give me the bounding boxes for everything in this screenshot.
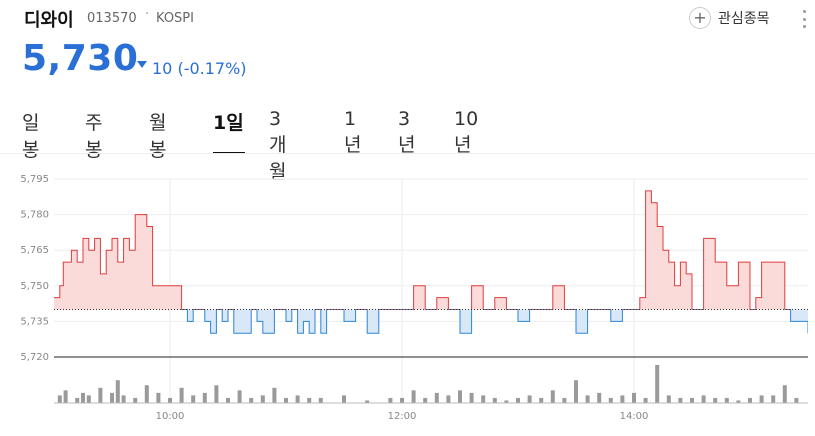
volume-bar <box>388 397 393 403</box>
volume-bar <box>597 392 602 403</box>
volume-bar <box>492 397 497 403</box>
current-price: 5,730 <box>22 38 139 79</box>
add-favorite-button[interactable]: + 관심종목 <box>689 6 770 30</box>
volume-bar <box>295 395 300 403</box>
volume-bar <box>701 395 706 403</box>
volume-bar <box>481 395 486 403</box>
volume-bar <box>133 397 138 403</box>
volume-bar <box>655 365 660 403</box>
volume-bar <box>121 395 126 403</box>
y-tick-label: 5,735 <box>20 316 49 327</box>
tab-10year[interactable]: 10년 <box>454 108 479 156</box>
volume-bar <box>527 395 532 403</box>
volume-bar <box>179 387 184 403</box>
volume-bar <box>115 380 120 403</box>
y-tick-label: 5,720 <box>20 352 49 363</box>
volume-bar <box>57 395 62 403</box>
volume-bar <box>202 392 207 403</box>
y-tick-label: 5,780 <box>20 210 49 221</box>
up-price-line <box>54 190 792 310</box>
volume-bar <box>284 397 288 403</box>
volume-bar <box>156 392 161 403</box>
stock-code: 013570 <box>87 11 137 26</box>
tab-1day[interactable]: 1일 <box>213 108 245 154</box>
tab-daily[interactable]: 일봉 <box>22 112 40 161</box>
volume-bar <box>643 397 648 403</box>
volume-bar <box>632 392 636 403</box>
tab-1year[interactable]: 1년 <box>344 108 362 156</box>
volume-bar <box>98 387 103 403</box>
volume-bar <box>249 397 254 403</box>
volume-bar <box>678 397 683 403</box>
volume-bar <box>771 395 776 403</box>
stock-market: KOSPI <box>156 11 194 26</box>
price-change: 10 (-0.17%) <box>152 59 247 78</box>
volume-bar <box>748 397 752 403</box>
volume-bar <box>574 380 578 403</box>
volume-bar <box>226 397 230 403</box>
down-area <box>187 309 808 334</box>
volume-bar <box>260 395 265 403</box>
volume-bar <box>411 390 416 403</box>
volume-bar <box>168 397 172 403</box>
volume-bar <box>400 397 404 403</box>
favorite-label: 관심종목 <box>718 11 770 27</box>
volume-bar <box>539 397 544 403</box>
volume-bar <box>550 390 555 403</box>
tab-3month[interactable]: 3개월 <box>269 108 287 183</box>
stock-separator: · <box>145 7 150 22</box>
x-tick-label: 14:00 <box>620 411 649 422</box>
volume-bar <box>75 397 80 403</box>
stock-header: 디와이 013570 · KOSPI <box>24 6 815 34</box>
volume-bar <box>794 397 799 403</box>
volume-bar <box>620 395 625 403</box>
volume-bar <box>63 390 68 403</box>
volume-bar <box>562 397 567 403</box>
volume-bar <box>342 395 346 403</box>
volume-bar <box>736 400 741 403</box>
volume-bar <box>516 397 520 403</box>
volume-bar <box>191 395 196 403</box>
volume-bar <box>504 400 509 403</box>
volume-bar <box>458 390 462 403</box>
up-area <box>54 190 808 310</box>
tabs-divider <box>0 153 815 154</box>
y-tick-label: 5,765 <box>20 245 49 256</box>
volume-bar <box>434 392 439 403</box>
intraday-chart: 5,795 5,780 5,765 5,750 5,735 5,720 10:00 12:0… <box>20 174 808 422</box>
volume-bar <box>110 392 114 403</box>
volume-bar <box>365 400 370 403</box>
volume-bar <box>144 385 149 403</box>
stock-name: 디와이 <box>24 10 74 31</box>
volume-bar <box>585 395 590 403</box>
plus-icon: + <box>689 7 711 29</box>
volume-bar <box>782 385 787 403</box>
volume-bar <box>86 395 91 403</box>
volume-bar <box>469 392 474 403</box>
x-tick-label: 12:00 <box>388 411 417 422</box>
volume-bar <box>237 390 242 403</box>
volume-bar <box>724 397 729 403</box>
volume-bar <box>666 395 671 403</box>
volume-bar <box>423 397 428 403</box>
volume-bar <box>214 385 219 403</box>
x-tick-label: 10:00 <box>156 411 185 422</box>
y-tick-label: 5,795 <box>20 174 49 185</box>
volume-bar <box>608 397 613 403</box>
volume-bar <box>307 397 312 403</box>
down-arrow-icon <box>137 61 147 68</box>
volume-bar <box>759 395 764 403</box>
vertical-dots-icon[interactable] <box>800 8 808 30</box>
tab-weekly[interactable]: 주봉 <box>85 112 103 161</box>
y-tick-label: 5,750 <box>20 281 49 292</box>
volume-bar <box>713 397 718 403</box>
volume-bar <box>446 395 451 403</box>
volume-bar <box>272 387 277 403</box>
tab-monthly[interactable]: 월봉 <box>149 112 167 161</box>
tab-3year[interactable]: 3년 <box>398 108 416 156</box>
down-price-line <box>181 309 808 334</box>
volume-bar <box>318 397 323 403</box>
volume-bar <box>81 392 85 403</box>
volume-bar <box>690 397 694 403</box>
